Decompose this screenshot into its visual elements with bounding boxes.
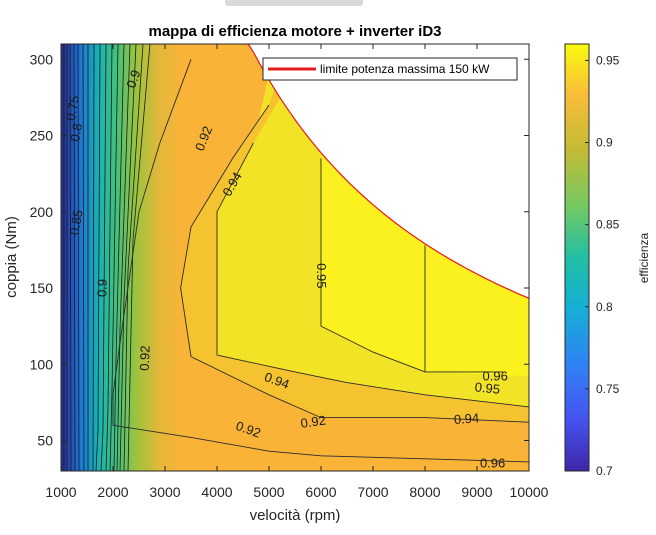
colorbar-tick-label: 0.85 <box>596 218 620 232</box>
y-tick-label: 100 <box>30 356 54 372</box>
y-axis-label: coppia (Nm) <box>3 216 20 298</box>
contour-label: 0.9 <box>123 68 143 90</box>
y-tick-label: 50 <box>37 433 53 449</box>
contour-label: 0.95 <box>474 379 501 397</box>
y-axis: 50 100 150 200 250 300 <box>30 51 529 449</box>
x-tick-label: 7000 <box>357 484 388 500</box>
y-tick-label: 150 <box>30 280 54 296</box>
y-tick-label: 300 <box>30 51 54 67</box>
contour-line-094-3 <box>190 356 529 423</box>
contour-label: 0.96 <box>480 455 505 470</box>
contour-line-092-1 <box>112 424 529 463</box>
contour-line-095-5 <box>216 354 529 408</box>
contour-label: 0.8 <box>67 122 85 142</box>
x-tick-label: 5000 <box>253 484 284 500</box>
legend-label: limite potenza massima 150 kW <box>320 62 490 76</box>
contour-label: 0.94 <box>453 410 479 427</box>
colorbar-label: efficienza <box>637 232 651 283</box>
x-tick-label: 8000 <box>409 484 440 500</box>
power-limit-curve <box>243 44 529 299</box>
contour-label: 0.75 <box>63 94 82 122</box>
plot-area: 0.750.80.850.90.90.920.920.92 0.920.940.9… <box>61 44 529 471</box>
chart-title: mappa di efficienza motore + inverter iD… <box>148 23 441 40</box>
contour-line-096-6 <box>320 158 503 373</box>
x-tick-label: 2000 <box>97 484 128 500</box>
x-axis-label: velocità (rpm) <box>250 507 341 524</box>
x-tick-label: 3000 <box>149 484 180 500</box>
contour-label: 0.92 <box>300 413 327 431</box>
colorbar-tick-label: 0.75 <box>596 382 620 396</box>
region-095 <box>217 44 529 407</box>
contour-label: 0.92 <box>137 345 153 371</box>
plot-frame <box>60 43 530 472</box>
colorbar-tick-label: 0.8 <box>596 300 613 314</box>
contour-label: 0.85 <box>67 209 86 237</box>
colorbar-gradient <box>564 43 590 472</box>
x-tick-label: 1000 <box>45 484 76 500</box>
contour-label: 0.96 <box>483 368 508 383</box>
x-axis: 1000 2000 3000 4000 5000 6000 7000 8000 9000 1000… <box>45 44 549 500</box>
colorbar-tick-label: 0.7 <box>596 464 613 478</box>
colorbar-tick-label: 0.95 <box>596 53 620 67</box>
x-tick-label: 6000 <box>305 484 336 500</box>
contour-line-094-2 <box>180 104 270 357</box>
colorbar-tick-label: 0.9 <box>596 136 613 150</box>
contour-label: 0.9 <box>94 279 110 298</box>
contour-label: 0.95 <box>314 263 329 288</box>
y-tick-label: 200 <box>30 204 54 220</box>
contour-line-092-0 <box>112 59 192 426</box>
x-tick-label: 9000 <box>461 484 492 500</box>
x-tick-label: 4000 <box>201 484 232 500</box>
contour-line-095-4 <box>216 142 254 356</box>
legend: limite potenza massima 150 kW <box>262 57 518 81</box>
low-speed-band-lines <box>63 44 151 471</box>
infeasible-region <box>243 44 529 299</box>
x-tick-label: 10000 <box>510 484 549 500</box>
colorbar: 0.7 0.75 0.8 0.85 0.9 0.95 efficienza <box>564 43 651 478</box>
y-tick-label: 250 <box>30 128 54 144</box>
window-tab-strip <box>225 0 363 6</box>
legend-box <box>262 57 518 81</box>
